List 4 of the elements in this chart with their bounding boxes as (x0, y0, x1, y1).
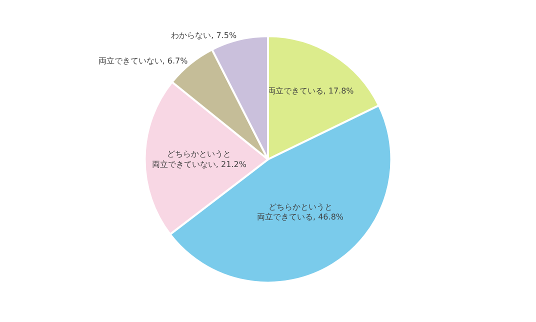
slice-label: どちらかというと両立できていない, 21.2% (152, 150, 247, 170)
slice-label: どちらかというと両立できている, 46.8% (257, 202, 344, 222)
slice-label: わからない, 7.5% (171, 30, 237, 40)
slice-label: 両立できていない, 6.7% (98, 56, 188, 66)
